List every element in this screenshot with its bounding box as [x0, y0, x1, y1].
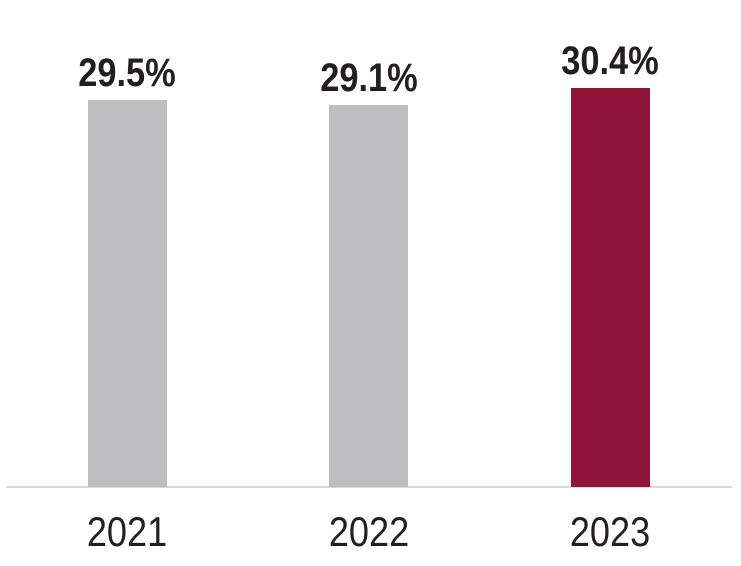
bar-2023 — [570, 88, 650, 487]
bar-value-label-2023: 30.4% — [561, 39, 659, 83]
x-axis-tick-label-2022: 2022 — [328, 508, 409, 555]
x-axis-line — [6, 486, 732, 488]
bar-value-label-2021: 29.5% — [78, 51, 176, 95]
bar-value-label-2022: 29.1% — [319, 56, 418, 100]
x-axis-tick-label-2023: 2023 — [569, 508, 651, 555]
bar-2021 — [87, 100, 167, 487]
x-axis-tick-label-2021: 2021 — [86, 508, 168, 555]
bar-2022 — [329, 105, 408, 487]
